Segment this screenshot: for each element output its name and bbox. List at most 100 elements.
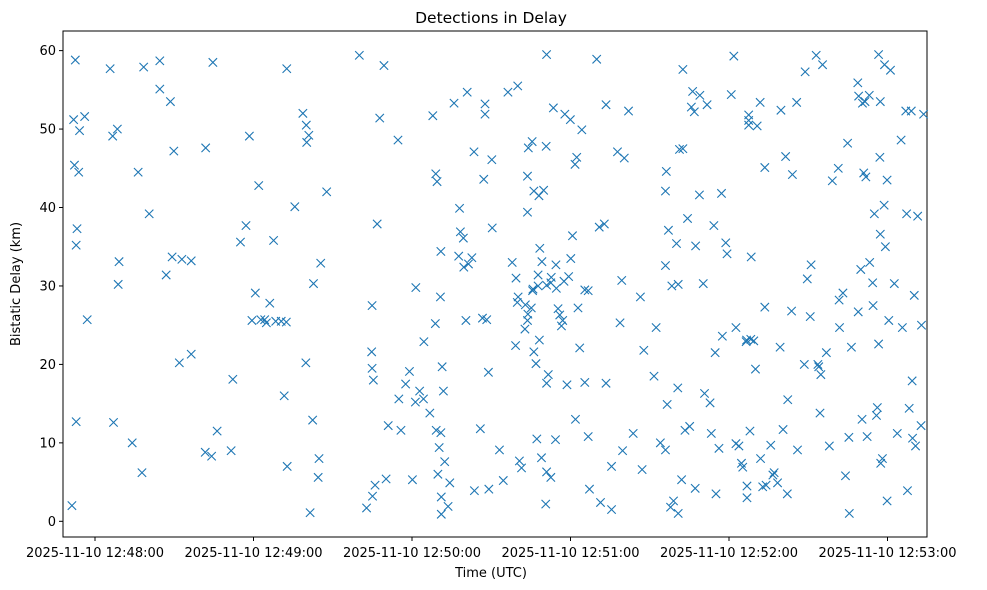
data-point [71, 417, 81, 427]
data-point [186, 256, 196, 266]
data-point [533, 281, 543, 291]
data-point [437, 362, 447, 372]
data-point [882, 175, 892, 185]
data-point [511, 340, 521, 351]
data-point [436, 509, 446, 519]
data-point [694, 190, 705, 200]
data-point [729, 51, 739, 61]
y-tick-label: 40 [39, 201, 56, 216]
data-point [407, 475, 418, 485]
data-point [716, 188, 727, 198]
data-point [514, 456, 525, 466]
data-point [662, 399, 672, 410]
data-point [902, 209, 912, 219]
data-point [768, 470, 778, 480]
data-point [113, 279, 123, 289]
data-point [705, 398, 715, 408]
data-point [738, 462, 748, 472]
data-point [139, 62, 149, 72]
data-point [265, 298, 275, 308]
data-point [372, 219, 382, 229]
data-point [71, 240, 81, 250]
data-point [755, 97, 765, 107]
data-point [483, 367, 494, 377]
data-point [710, 348, 720, 358]
data-point [673, 508, 683, 519]
data-point [814, 362, 824, 372]
data-point [583, 431, 593, 442]
data-point [775, 342, 785, 352]
data-point [731, 322, 741, 333]
data-point [827, 176, 837, 186]
x-tick-label: 2025-11-10 12:51:00 [501, 546, 639, 561]
data-point [69, 160, 80, 170]
data-point [520, 300, 530, 310]
data-point [580, 285, 590, 295]
data-point [375, 113, 385, 123]
data-point [678, 64, 688, 75]
data-point [304, 130, 314, 140]
data-point [169, 146, 179, 156]
data-point [674, 144, 685, 155]
data-point [595, 497, 606, 508]
data-point [628, 428, 638, 439]
data-point [526, 303, 536, 313]
data-point [606, 461, 617, 471]
data-point [742, 493, 752, 503]
data-point [425, 408, 435, 418]
data-point [523, 309, 533, 319]
data-point [781, 151, 791, 162]
data-point [565, 115, 575, 125]
x-axis-label: Time (UTC) [454, 566, 527, 581]
data-point [443, 501, 453, 511]
data-point [726, 89, 736, 100]
data-point [744, 120, 754, 130]
data-point [463, 259, 474, 269]
data-point [665, 502, 676, 512]
data-point [556, 321, 567, 331]
data-point [302, 137, 312, 147]
data-point [487, 155, 497, 165]
data-point [673, 279, 683, 289]
data-point [428, 111, 438, 121]
data-point [144, 209, 154, 219]
data-point [200, 447, 210, 457]
data-point [80, 111, 90, 122]
data-point [746, 334, 756, 344]
data-point [854, 91, 864, 101]
data-point [874, 339, 884, 349]
y-tick-label: 0 [48, 515, 56, 530]
data-point [268, 235, 279, 246]
x-tick-label: 2025-11-10 12:50:00 [343, 546, 481, 561]
data-point [322, 187, 332, 197]
data-point [856, 264, 866, 275]
data-point [821, 348, 831, 358]
data-point [782, 489, 792, 499]
data-point [862, 431, 872, 442]
data-point [546, 472, 556, 482]
data-point [668, 496, 679, 506]
data-point [846, 342, 857, 352]
data-point [889, 279, 899, 289]
data-point [523, 143, 533, 153]
y-tick-label: 60 [39, 44, 56, 59]
data-point [558, 315, 568, 326]
y-tick-label: 10 [39, 436, 56, 451]
data-point [469, 486, 479, 496]
data-point [212, 426, 222, 436]
data-point [479, 174, 489, 184]
data-point [671, 239, 682, 249]
data-point [685, 421, 695, 431]
data-point [469, 147, 479, 157]
data-point [580, 377, 590, 388]
data-point [695, 90, 705, 100]
data-point [487, 223, 497, 233]
x-tick-label: 2025-11-10 12:52:00 [660, 546, 798, 561]
data-point [637, 464, 647, 475]
data-point [570, 414, 581, 424]
data-point [778, 424, 788, 435]
data-point [498, 475, 508, 486]
data-point [639, 345, 649, 355]
data-point [792, 445, 803, 455]
data-point [919, 109, 929, 119]
